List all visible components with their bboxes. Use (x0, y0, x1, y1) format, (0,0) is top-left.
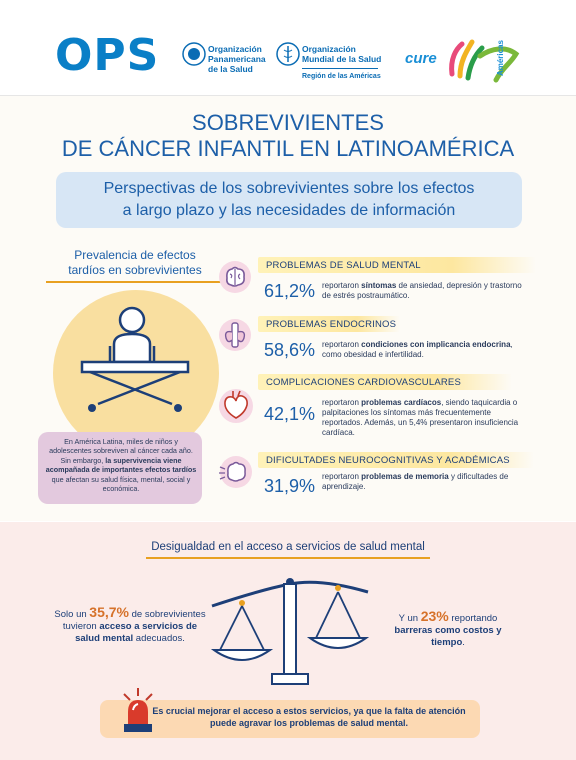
subtitle-line2: a largo plazo y las necesidades de infor… (122, 202, 456, 219)
intro-text: En América Latina, miles de niños y adol… (45, 437, 197, 494)
paho-name: Organización Panamericana de la Salud (208, 44, 266, 74)
alert-text: Es crucial mejorar el acceso a estos ser… (152, 706, 466, 728)
row-cardio-bar (258, 374, 512, 390)
prevalence-title-line2: tardíos en sobrevivientes (68, 263, 202, 277)
row-neuro-pct: 31,9% (264, 476, 316, 496)
row-endocrine-bar (258, 316, 400, 332)
alert-box (100, 700, 480, 738)
americas-logo: Américas (496, 40, 505, 77)
inequality-title: Desigualdad en el acceso a servicios de … (151, 541, 425, 553)
prevalence-title-line1: Prevalencia de efectos (74, 248, 196, 262)
row-endocrine-desc: reportaron condiciones con implicancia e… (322, 340, 513, 359)
page-title-line2: DE CÁNCER INFANTIL EN LATINOAMÉRICA (61, 136, 515, 161)
row-mental-health-desc: reportaron síntomas de ansiedad, depresi… (322, 281, 522, 300)
row-cardio-label: COMPLICACIONES CARDIOVASCULARES (266, 377, 462, 388)
balance-scale-icon (210, 578, 370, 685)
neuro-icon (219, 456, 252, 488)
inequality-underline (146, 557, 430, 559)
who-divider (302, 68, 378, 69)
intro-box (38, 432, 202, 504)
who-emblem-icon (276, 42, 300, 66)
brain-icon (219, 261, 251, 293)
row-neuro-label: DIFICULTADES NEUROCOGNITIVAS Y ACADÉMICA… (266, 455, 510, 466)
subtitle-box (56, 172, 522, 228)
cure-logo: cure (405, 50, 437, 67)
paho-emblem-icon (182, 42, 206, 66)
access-pct: 35,7% (89, 604, 129, 620)
row-cardio-pct: 42,1% (264, 404, 316, 424)
row-mental-health-bar (258, 257, 536, 273)
patient-on-bed-icon (80, 306, 190, 412)
row-neuro-bar (258, 452, 534, 468)
who-region: Región de las Américas (302, 73, 381, 80)
row-mental-health-label: PROBLEMAS DE SALUD MENTAL (266, 260, 421, 271)
cure-americas-hands-icon (449, 39, 520, 83)
page-title-line1: SOBREVIVIENTES (192, 110, 384, 135)
ops-logo: OPS (55, 30, 160, 81)
row-neuro-desc: reportaron problemas de memoria y dificu… (322, 472, 509, 491)
thyroid-icon (219, 319, 251, 351)
row-cardio-desc: reportaron problemas cardíacos, siendo t… (322, 398, 519, 437)
row-endocrine-pct: 58,6% (264, 340, 316, 360)
who-name: Organización Mundial de la Salud (302, 44, 382, 64)
access-stat-left: Solo un 35,7% de sobrevivientes tuvieron… (54, 604, 206, 644)
siren-alarm-icon (123, 688, 153, 732)
barriers-stat-right: Y un 23% reportando barreras como costos… (394, 608, 502, 648)
subtitle-line1: Perspectivas de los sobrevivientes sobre… (103, 180, 475, 197)
row-mental-health-pct: 61,2% (264, 281, 316, 301)
prevalence-underline (46, 281, 224, 283)
row-endocrine-label: PROBLEMAS ENDOCRINOS (266, 319, 397, 330)
heart-icon (219, 389, 253, 423)
barriers-pct: 23% (420, 608, 449, 624)
